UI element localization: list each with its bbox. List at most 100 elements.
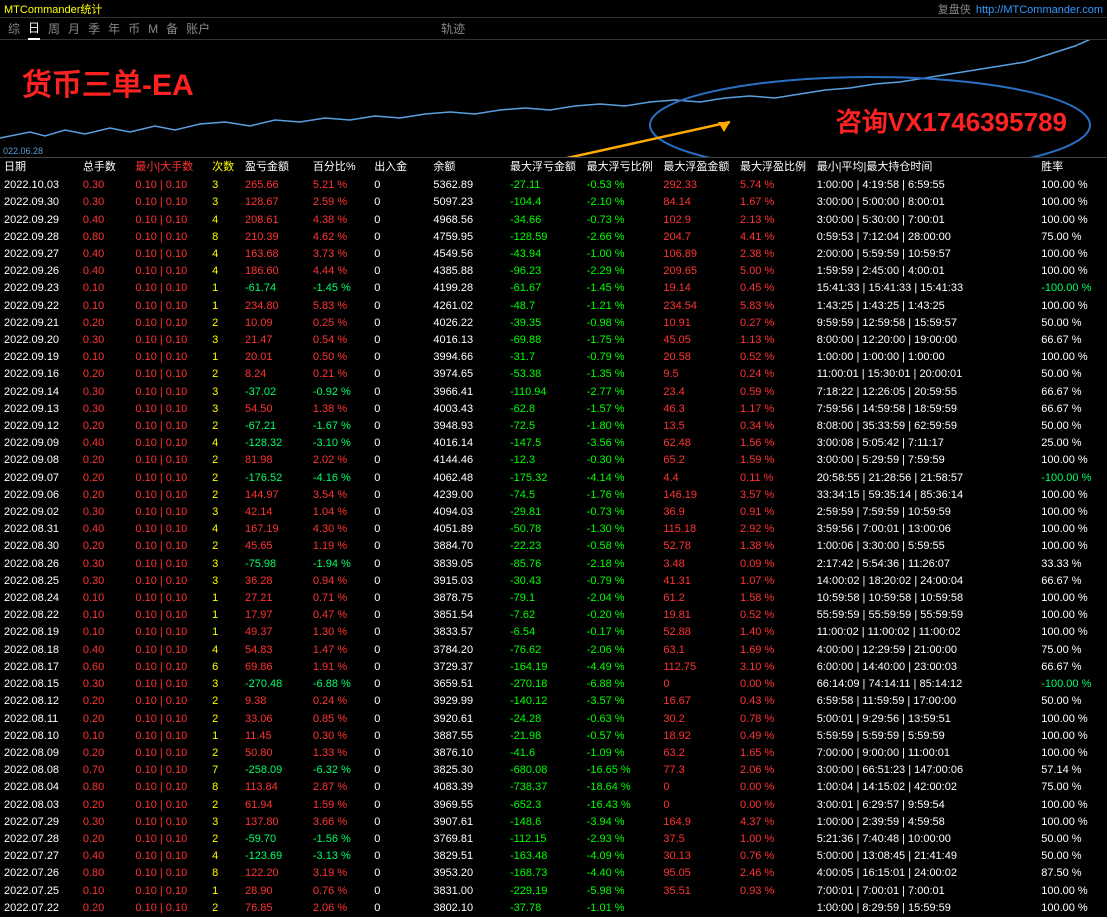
table-row[interactable]: 2022.08.180.400.10 | 0.10454.831.47 %037… (2, 642, 1105, 659)
cell-win: 50.00 % (1039, 418, 1105, 435)
cell-mpp: 0.09 % (738, 556, 815, 573)
cell-mpa: 146.19 (661, 487, 738, 504)
tab-日[interactable]: 日 (28, 17, 40, 40)
table-row[interactable]: 2022.09.300.300.10 | 0.103128.672.59 %05… (2, 194, 1105, 211)
cell-io: 0 (372, 521, 431, 538)
table-row[interactable]: 2022.08.110.200.10 | 0.10233.060.85 %039… (2, 711, 1105, 728)
cell-minmax: 0.10 | 0.10 (133, 865, 210, 882)
table-row[interactable]: 2022.09.080.200.10 | 0.10281.982.02 %041… (2, 452, 1105, 469)
cell-minmax: 0.10 | 0.10 (133, 831, 210, 848)
tab-M[interactable]: M (148, 20, 158, 38)
table-row[interactable]: 2022.09.230.100.10 | 0.101-61.74-1.45 %0… (2, 280, 1105, 297)
table-row[interactable]: 2022.10.030.300.10 | 0.103265.665.21 %05… (2, 177, 1105, 194)
table-row[interactable]: 2022.08.100.100.10 | 0.10111.450.30 %038… (2, 728, 1105, 745)
th-io[interactable]: 出入金 (372, 158, 431, 177)
table-row[interactable]: 2022.07.280.200.10 | 0.102-59.70-1.56 %0… (2, 831, 1105, 848)
cell-mpp: 2.46 % (738, 865, 815, 882)
table-row[interactable]: 2022.08.080.700.10 | 0.107-258.09-6.32 %… (2, 762, 1105, 779)
table-row[interactable]: 2022.07.220.200.10 | 0.10276.852.06 %038… (2, 900, 1105, 917)
cell-mpp: 1.17 % (738, 401, 815, 418)
table-row[interactable]: 2022.08.260.300.10 | 0.103-75.98-1.94 %0… (2, 556, 1105, 573)
cell-mfa: -43.94 (508, 246, 585, 263)
table-row[interactable]: 2022.07.260.800.10 | 0.108122.203.19 %03… (2, 865, 1105, 882)
table-row[interactable]: 2022.09.210.200.10 | 0.10210.090.25 %040… (2, 315, 1105, 332)
cell-mpa: 37.5 (661, 831, 738, 848)
tab-综[interactable]: 综 (8, 18, 20, 39)
tab-季[interactable]: 季 (88, 18, 100, 39)
cell-bal: 3994.66 (431, 349, 508, 366)
th-pl[interactable]: 盈亏金额 (243, 158, 311, 177)
table-row[interactable]: 2022.08.240.100.10 | 0.10127.210.71 %038… (2, 590, 1105, 607)
table-row[interactable]: 2022.08.190.100.10 | 0.10149.371.30 %038… (2, 624, 1105, 641)
table-row[interactable]: 2022.09.020.300.10 | 0.10342.141.04 %040… (2, 504, 1105, 521)
cell-mfp: -0.63 % (585, 711, 662, 728)
tab-账户[interactable]: 账户 (186, 18, 210, 39)
table-row[interactable]: 2022.09.060.200.10 | 0.102144.973.54 %04… (2, 487, 1105, 504)
table-row[interactable]: 2022.09.290.400.10 | 0.104208.614.38 %04… (2, 212, 1105, 229)
table-row[interactable]: 2022.07.270.400.10 | 0.104-123.69-3.13 %… (2, 848, 1105, 865)
cell-mpa: 52.88 (661, 624, 738, 641)
cell-mpp (738, 900, 815, 917)
cell-bal: 3839.05 (431, 556, 508, 573)
table-row[interactable]: 2022.08.300.200.10 | 0.10245.651.19 %038… (2, 538, 1105, 555)
tab-币[interactable]: 币 (128, 18, 140, 39)
table-row[interactable]: 2022.09.090.400.10 | 0.104-128.32-3.10 %… (2, 435, 1105, 452)
th-mpa[interactable]: 最大浮盈金额 (661, 158, 738, 177)
table-row[interactable]: 2022.08.040.800.10 | 0.108113.842.87 %04… (2, 779, 1105, 796)
table-row[interactable]: 2022.08.220.100.10 | 0.10117.970.47 %038… (2, 607, 1105, 624)
table-row[interactable]: 2022.08.310.400.10 | 0.104167.194.30 %04… (2, 521, 1105, 538)
url-link[interactable]: http://MTCommander.com (976, 4, 1103, 16)
tab-周[interactable]: 周 (48, 18, 60, 39)
table-row[interactable]: 2022.09.260.400.10 | 0.104186.604.44 %04… (2, 263, 1105, 280)
table-row[interactable]: 2022.09.280.800.10 | 0.108210.394.62 %04… (2, 229, 1105, 246)
th-date[interactable]: 日期 (2, 158, 81, 177)
table-row[interactable]: 2022.09.130.300.10 | 0.10354.501.38 %040… (2, 401, 1105, 418)
table-row[interactable]: 2022.08.250.300.10 | 0.10336.280.94 %039… (2, 573, 1105, 590)
cell-lots: 0.20 (81, 538, 134, 555)
cell-io: 0 (372, 212, 431, 229)
table-row[interactable]: 2022.09.220.100.10 | 0.101234.805.83 %04… (2, 298, 1105, 315)
cell-count: 2 (210, 470, 243, 487)
cell-bal: 3802.10 (431, 900, 508, 917)
cell-date: 2022.08.04 (2, 779, 81, 796)
cell-mfp: -16.43 % (585, 797, 662, 814)
table-row[interactable]: 2022.08.030.200.10 | 0.10261.941.59 %039… (2, 797, 1105, 814)
table-row[interactable]: 2022.08.150.300.10 | 0.103-270.48-6.88 %… (2, 676, 1105, 693)
tab-月[interactable]: 月 (68, 18, 80, 39)
th-pct[interactable]: 百分比% (311, 158, 372, 177)
th-mfa[interactable]: 最大浮亏金额 (508, 158, 585, 177)
cell-mpp: 1.59 % (738, 452, 815, 469)
th-win[interactable]: 胜率 (1039, 158, 1105, 177)
table-row[interactable]: 2022.08.090.200.10 | 0.10250.801.33 %038… (2, 745, 1105, 762)
th-bal[interactable]: 余额 (431, 158, 508, 177)
tab-trace[interactable]: 轨迹 (441, 18, 465, 39)
table-row[interactable]: 2022.09.160.200.10 | 0.1028.240.21 %0397… (2, 366, 1105, 383)
th-count[interactable]: 次数 (210, 158, 243, 177)
cell-mfp: -0.79 % (585, 349, 662, 366)
th-time[interactable]: 最小|平均|最大持仓时间 (815, 158, 1040, 177)
cell-win: -100.00 % (1039, 280, 1105, 297)
cell-io: 0 (372, 624, 431, 641)
cell-minmax: 0.10 | 0.10 (133, 298, 210, 315)
th-mfp[interactable]: 最大浮亏比例 (585, 158, 662, 177)
table-row[interactable]: 2022.09.140.300.10 | 0.103-37.02-0.92 %0… (2, 384, 1105, 401)
table-row[interactable]: 2022.08.170.600.10 | 0.10669.861.91 %037… (2, 659, 1105, 676)
th-mpp[interactable]: 最大浮盈比例 (738, 158, 815, 177)
table-row[interactable]: 2022.09.070.200.10 | 0.102-176.52-4.16 %… (2, 470, 1105, 487)
th-lots[interactable]: 总手数 (81, 158, 134, 177)
table-row[interactable]: 2022.07.290.300.10 | 0.103137.803.66 %03… (2, 814, 1105, 831)
tab-年[interactable]: 年 (108, 18, 120, 39)
cell-count: 2 (210, 366, 243, 383)
th-minmax[interactable]: 最小|大手数 (133, 158, 210, 177)
table-row[interactable]: 2022.08.120.200.10 | 0.1029.380.24 %0392… (2, 693, 1105, 710)
table-row[interactable]: 2022.09.190.100.10 | 0.10120.010.50 %039… (2, 349, 1105, 366)
table-row[interactable]: 2022.09.200.300.10 | 0.10321.470.54 %040… (2, 332, 1105, 349)
table-row[interactable]: 2022.07.250.100.10 | 0.10128.900.76 %038… (2, 883, 1105, 900)
table-row[interactable]: 2022.09.120.200.10 | 0.102-67.21-1.67 %0… (2, 418, 1105, 435)
table-row[interactable]: 2022.09.270.400.10 | 0.104163.683.73 %04… (2, 246, 1105, 263)
app-title: MTCommander统计 (4, 1, 102, 17)
cell-time: 14:00:02 | 18:20:02 | 24:00:04 (815, 573, 1040, 590)
tab-备[interactable]: 备 (166, 18, 178, 39)
cell-mpa: 52.78 (661, 538, 738, 555)
overlay-contact: 咨询VX1746395789 (836, 102, 1067, 139)
